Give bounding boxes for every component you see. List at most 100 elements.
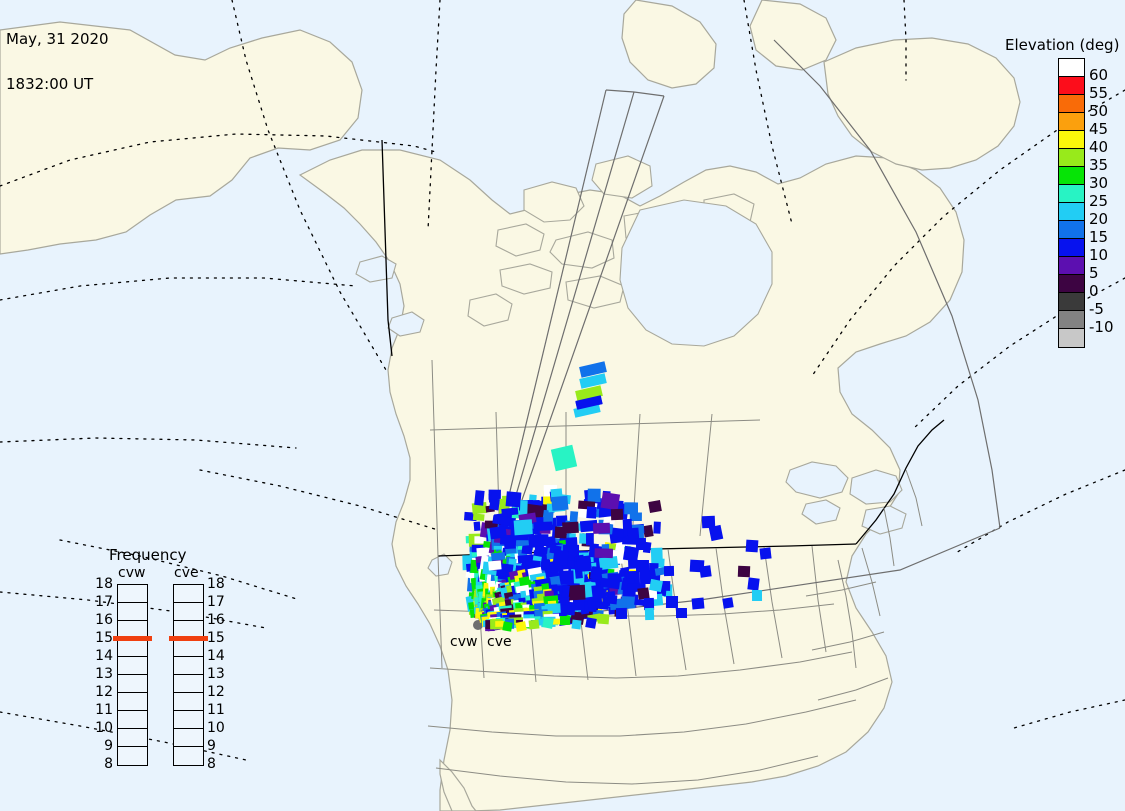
colorbar-tick-60: 60: [1089, 66, 1109, 84]
graticule: [0, 0, 1125, 761]
colorbar-band-4: [1059, 131, 1084, 149]
scatter-cell: [708, 524, 724, 542]
scatter-cell: [594, 548, 614, 559]
frequency-cell: [118, 729, 147, 747]
scatter-cell: [565, 537, 578, 547]
scatter-cell: [492, 515, 511, 526]
scatter-cell: [597, 613, 610, 625]
scatter-cell: [622, 545, 640, 562]
frequency-cell: [174, 711, 203, 729]
timestamp-time: 1832:00 UT: [6, 75, 94, 93]
scatter-cell: [590, 601, 609, 610]
colorbar-tick-50: 50: [1089, 102, 1109, 120]
scatter-cell: [747, 577, 760, 591]
scatter-cell: [737, 565, 751, 578]
frequency-cell: [174, 639, 203, 657]
scatter-cell: [675, 607, 688, 619]
frequency-tick-right-12: 12: [207, 684, 225, 700]
scatter-cell: [628, 559, 639, 569]
scatter-cell: [476, 547, 491, 557]
scatter-cell: [598, 556, 619, 570]
frequency-cell: [118, 585, 147, 603]
scatter-cell: [488, 489, 501, 500]
scatter-cell: [551, 495, 569, 511]
scatter-cell: [650, 547, 663, 564]
colorbar-tick-10: 10: [1089, 246, 1109, 264]
frequency-column-label-cve: cve: [174, 565, 199, 581]
scatter-cell: [607, 594, 618, 605]
frequency-tick-left-17: 17: [95, 594, 113, 610]
scatter-cell: [635, 537, 647, 551]
scatter-cell: [552, 549, 569, 566]
frequency-cell: [118, 639, 147, 657]
scatter-cell: [542, 617, 554, 629]
colorbar-band-11: [1059, 257, 1084, 275]
colorbar-band-12: [1059, 275, 1084, 293]
frequency-tick-right-14: 14: [207, 648, 225, 664]
scatter-cell: [549, 575, 561, 586]
scatter-cell: [642, 524, 654, 538]
scatter-cell: [533, 521, 553, 531]
scatter-cell: [575, 395, 603, 410]
frequency-cell: [118, 603, 147, 621]
scatter-cell: [513, 519, 533, 536]
frequency-cell: [174, 729, 203, 747]
colorbar-tick-neg5: -5: [1089, 300, 1104, 318]
scatter-cell: [610, 508, 624, 521]
scatter-cell: [644, 607, 655, 621]
colorbar-tick-15: 15: [1089, 228, 1109, 246]
colorbar-tick-20: 20: [1089, 210, 1109, 228]
colorbar-band-5: [1059, 149, 1084, 167]
scatter-cell: [554, 526, 568, 539]
frequency-column-label-cvw: cvw: [118, 565, 146, 581]
scatter-cell: [585, 617, 597, 629]
scatter-cell: [534, 545, 548, 554]
scatter-cell: [643, 597, 655, 611]
colorbar-tick-5: 5: [1089, 264, 1099, 282]
colorbar-band-2: [1059, 95, 1084, 113]
scatter-cell: [648, 500, 662, 513]
frequency-tick-left-10: 10: [95, 720, 113, 736]
frequency-tick-right-13: 13: [207, 666, 225, 682]
colorbar-tick-35: 35: [1089, 156, 1109, 174]
scatter-cell: [499, 537, 517, 546]
scatter-cell: [540, 509, 554, 525]
scatter-cell: [665, 595, 679, 609]
scatter-cell: [624, 502, 639, 515]
scatter-cell: [528, 619, 540, 630]
frequency-cell: [118, 675, 147, 693]
scatter-cell: [699, 565, 712, 578]
colorbar-band-7: [1059, 185, 1084, 203]
colorbar-tick-40: 40: [1089, 138, 1109, 156]
scatter-cell: [751, 589, 763, 602]
frequency-cell: [174, 585, 203, 603]
frequency-cell: [174, 693, 203, 711]
colorbar-band-9: [1059, 221, 1084, 239]
scatter-cell: [575, 385, 603, 402]
frequency-cell: [174, 747, 203, 765]
frequency-tick-left-14: 14: [95, 648, 113, 664]
frequency-tick-left-18: 18: [95, 576, 113, 592]
scatter-cell: [566, 584, 586, 601]
scatter-cell: [515, 621, 527, 632]
scatter-cell: [472, 513, 485, 521]
scatter-cell: [745, 539, 759, 553]
landmasses: [0, 0, 1021, 811]
frequency-scale-cve: [173, 584, 204, 766]
scatter-cell: [586, 506, 597, 519]
colorbar-tick-0: 0: [1089, 282, 1099, 300]
scatter-cell: [589, 566, 603, 580]
scatter-data: [462, 361, 772, 632]
scatter-cell: [579, 361, 607, 378]
colorbar-band-15: [1059, 329, 1084, 347]
frequency-scale-cvw: [117, 584, 148, 766]
colorbar-tick-30: 30: [1089, 174, 1109, 192]
scatter-cell: [571, 619, 582, 630]
scatter-cell: [592, 522, 611, 534]
scatter-cell: [615, 607, 628, 620]
frequency-panel: Frequency cvw cve 18 18 17 17 16 16 15 15 14 14 13 13…: [85, 546, 250, 786]
frequency-cell: [174, 657, 203, 675]
frequency-cell: [174, 675, 203, 693]
frequency-tick-left-11: 11: [95, 702, 113, 718]
